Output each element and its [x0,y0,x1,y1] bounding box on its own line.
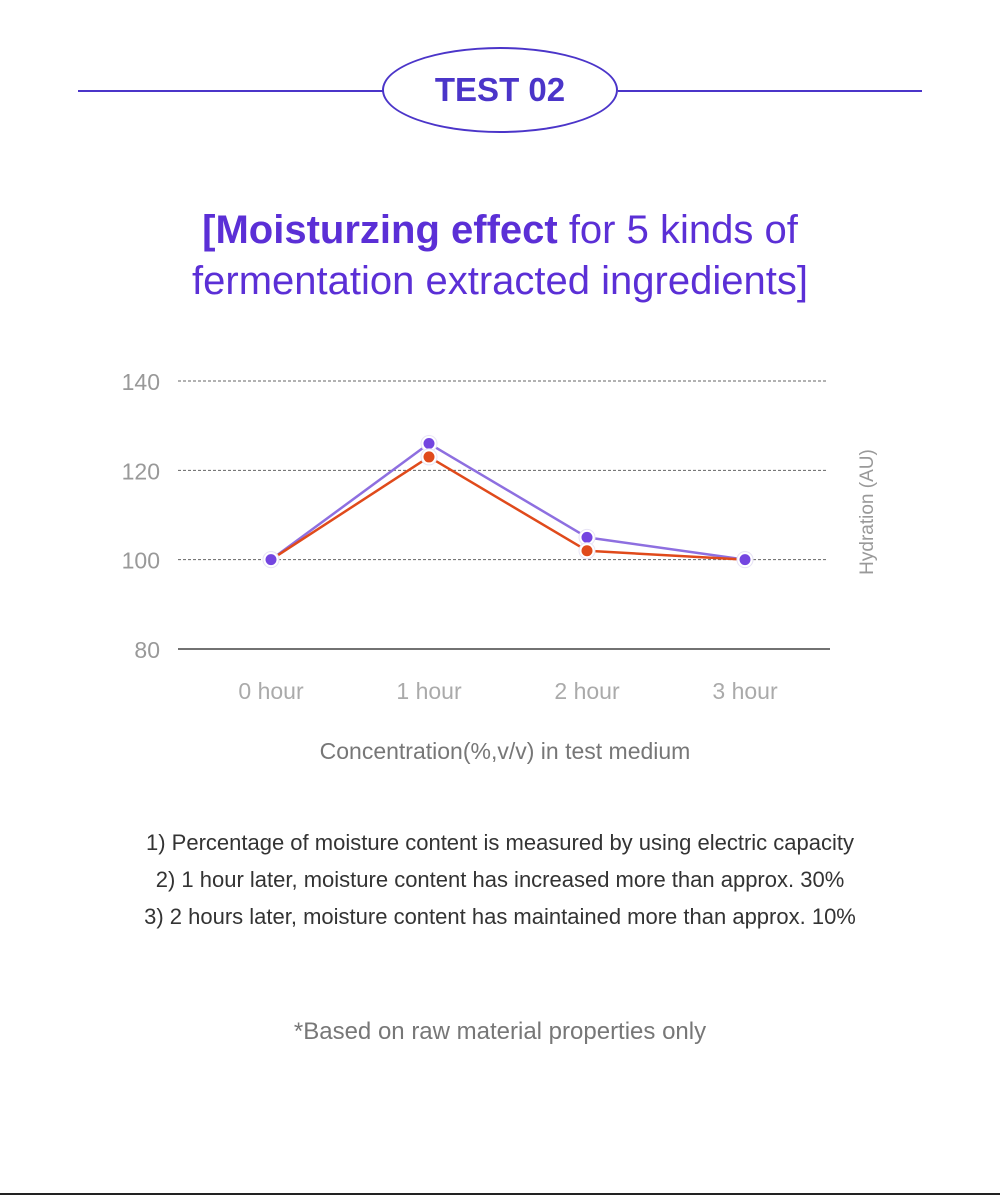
note-item: 1) Percentage of moisture content is mea… [145,830,855,855]
y-tick-label: 120 [122,458,160,484]
x-tick-label: 3 hour [712,678,778,704]
series-line-1 [270,442,746,561]
footnote: *Based on raw material properties only [293,1018,707,1045]
chart-title-rest: for 5 kinds of [557,208,798,252]
y-tick-label: 80 [134,637,160,663]
data-point [423,451,435,463]
data-point [581,531,593,543]
header-rule-left [78,90,383,92]
data-point [581,545,593,557]
chart-title-bold: [Moisturzing effect [202,208,558,252]
note-item: 2) 1 hour later, moisture content has in… [155,867,845,892]
chart-title-line2: fermentation extracted ingredients] [192,259,808,303]
data-point [739,554,751,566]
y-tick-label: 140 [122,369,160,395]
x-tick-label: 0 hour [238,678,304,704]
x-axis-label: Concentration(%,v/v) in test medium [320,738,691,764]
x-tick-label: 1 hour [396,678,462,704]
note-item: 3) 2 hours later, moisture content has m… [144,904,856,929]
bottom-rule [0,1193,1000,1195]
y-axis-label: Hydration (AU) [857,449,878,575]
x-tick-label: 2 hour [554,678,620,704]
chart-title-line1: [Moisturzing effect for 5 kinds of [0,204,1000,256]
test-badge-label: TEST 02 [434,71,566,108]
y-tick-label: 100 [122,548,160,574]
header-rule-right [618,90,922,92]
data-point [265,554,277,566]
test-badge: TEST 02 [382,47,618,133]
hydration-line-chart: 80 100 120 140 0 hour 1 hour 2 hour 3 hour Conce… [122,369,878,764]
data-point [423,438,435,450]
notes-list: 1) Percentage of moisture content is mea… [0,824,1000,935]
series-line-2 [270,455,746,561]
